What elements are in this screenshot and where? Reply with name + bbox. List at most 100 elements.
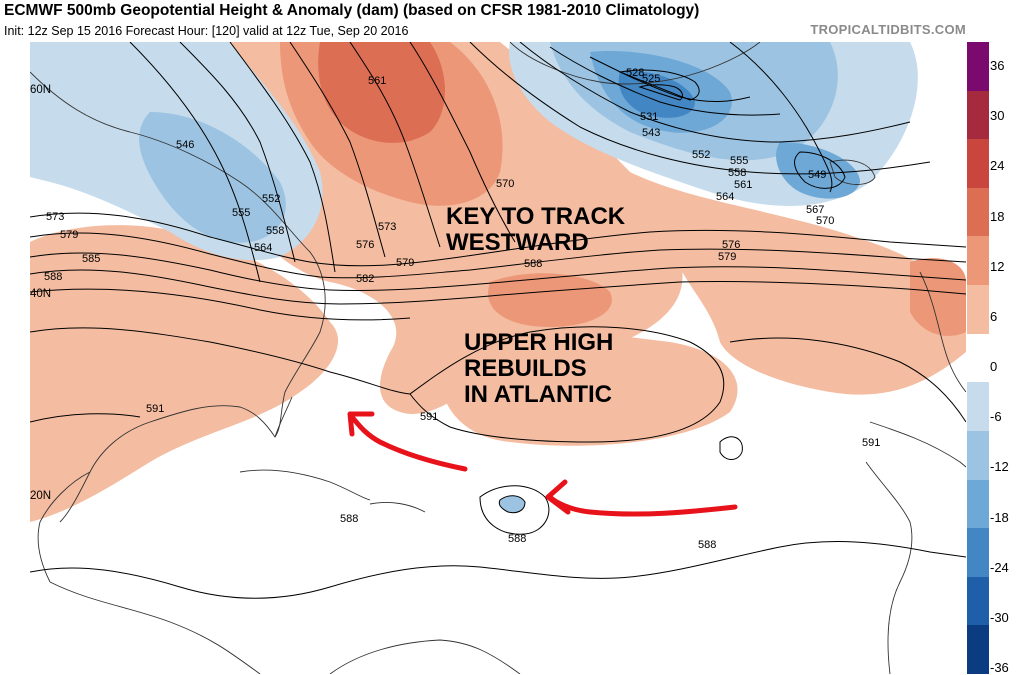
contour-label: 591 xyxy=(146,403,164,415)
contour-label: 561 xyxy=(368,75,386,87)
site-watermark: TROPICALTIDBITS.COM xyxy=(810,22,966,37)
colorbar-segment xyxy=(967,139,989,190)
annotation-line: REBUILDS xyxy=(464,355,587,382)
contour-label: 528 xyxy=(626,67,644,79)
contour-label: 570 xyxy=(496,178,514,190)
colorbar-segment xyxy=(967,90,989,141)
positive-high-center xyxy=(488,273,612,327)
contour-label: 552 xyxy=(262,193,280,205)
contour-label: 564 xyxy=(254,242,272,254)
height-contours xyxy=(30,42,966,599)
colorbar-segment xyxy=(967,576,989,627)
annotation-line: IN ATLANTIC xyxy=(464,381,612,408)
track-arrows xyxy=(347,411,738,517)
lat-label-20n: 20N xyxy=(30,490,52,502)
lat-label-60n: 60N xyxy=(30,84,52,96)
colorbar-segment xyxy=(967,479,989,530)
colorbar-tick-label: 18 xyxy=(990,208,1005,224)
map-title: ECMWF 500mb Geopotential Height & Anomal… xyxy=(4,2,700,19)
contour-label: 525 xyxy=(642,73,660,85)
gulf-coast xyxy=(37,471,91,583)
hispaniola xyxy=(369,501,426,513)
lat-label-40n: 40N xyxy=(30,288,52,300)
arrow-westward-east xyxy=(547,494,738,517)
colorbar-segment xyxy=(967,625,989,675)
colorbar-tick-label: 30 xyxy=(990,108,1005,124)
annotation-upper-high: UPPER HIGH REBUILDS IN ATLANTIC xyxy=(464,330,613,408)
contour-label: 579 xyxy=(60,229,78,241)
contour-label: 588 xyxy=(340,513,358,525)
contour-label: 543 xyxy=(642,127,660,139)
south-america xyxy=(329,639,521,674)
contour-label: 570 xyxy=(816,215,834,227)
annotation-key-to-track: KEY TO TRACK WESTWARD xyxy=(446,204,625,256)
map-panel: 561 546 552 555 558 564 573 579 585 588 … xyxy=(30,42,966,674)
contour-label: 588 xyxy=(44,271,62,283)
colorbar-tick-label: -36 xyxy=(990,660,1009,675)
africa-west xyxy=(865,461,913,674)
contour-labels: 561 546 552 555 558 564 573 579 585 588 … xyxy=(44,67,880,551)
contour-label: 567 xyxy=(806,204,824,216)
colorbar-tick-label: -12 xyxy=(990,459,1009,475)
contour-label: 561 xyxy=(734,179,752,191)
annotation-line: UPPER HIGH xyxy=(464,329,614,356)
colorbar-segment xyxy=(967,333,989,384)
contour-label: 552 xyxy=(692,149,710,161)
contour-label: 579 xyxy=(396,257,414,269)
colorbar-segment xyxy=(967,285,989,336)
contour-label: 549 xyxy=(808,169,826,181)
colorbar-segment xyxy=(967,528,989,579)
map-canvas: 561 546 552 555 558 564 573 579 585 588 … xyxy=(30,42,966,674)
contour-label: 588 xyxy=(508,533,526,545)
contour-label: 555 xyxy=(730,155,748,167)
colorbar-tick-label: 36 xyxy=(990,58,1005,73)
colorbar-segment xyxy=(967,187,989,238)
contour-label: 576 xyxy=(722,239,740,251)
arrow-westward-west xyxy=(349,414,468,472)
annotation-line: KEY TO TRACK xyxy=(446,203,626,230)
contour-label: 579 xyxy=(718,251,736,263)
greenland xyxy=(509,42,761,85)
positive-anomaly-west xyxy=(30,225,339,522)
contour-label: 573 xyxy=(378,221,396,233)
contour-label: 585 xyxy=(82,253,100,265)
anomaly-colorbar xyxy=(967,42,989,675)
colorbar-tick-label: 12 xyxy=(990,258,1005,274)
contour-label: 564 xyxy=(716,191,734,203)
colorbar-tick-label: 6 xyxy=(990,308,998,324)
arrow-westward-west-head xyxy=(347,411,375,437)
colorbar-segment xyxy=(967,236,989,287)
contour-label: 558 xyxy=(728,167,746,179)
contour-label: 582 xyxy=(356,273,374,285)
contour-label: 576 xyxy=(356,239,374,251)
contour-label: 588 xyxy=(698,539,716,551)
contour-label: 591 xyxy=(420,411,438,423)
arrow-westward-east-head xyxy=(545,479,571,515)
map-subtitle: Init: 12z Sep 15 2016 Forecast Hour: [12… xyxy=(4,24,409,38)
positive-anomaly-subtropical xyxy=(438,330,738,446)
colorbar-segment xyxy=(967,42,989,93)
annotation-line: WESTWARD xyxy=(446,229,589,256)
central-america xyxy=(49,581,261,674)
positive-anomaly-europe xyxy=(910,258,966,336)
colorbar-segment xyxy=(967,430,989,482)
africa-coast xyxy=(869,421,966,468)
contour-label: 558 xyxy=(266,225,284,237)
negative-anomaly-west-core xyxy=(139,112,286,243)
colorbar-tick-label: -18 xyxy=(990,509,1009,525)
colorbar-segment xyxy=(967,382,989,433)
colorbar-tick-label: 24 xyxy=(990,158,1005,174)
colorbar-tick-label: -24 xyxy=(990,559,1009,575)
florida xyxy=(274,396,293,438)
coastlines xyxy=(30,42,966,674)
contour-label: 588 xyxy=(524,258,542,270)
contour-label: 531 xyxy=(640,111,658,123)
contour-label: 546 xyxy=(176,139,194,151)
colorbar-tick-label: -6 xyxy=(990,409,1002,425)
colorbar-tick-label: -30 xyxy=(990,609,1009,625)
cuba xyxy=(239,469,371,501)
north-america-coast xyxy=(30,71,326,523)
contour-label: 573 xyxy=(46,211,64,223)
contour-label: 591 xyxy=(862,437,880,449)
colorbar-tick-label: 0 xyxy=(990,359,998,374)
